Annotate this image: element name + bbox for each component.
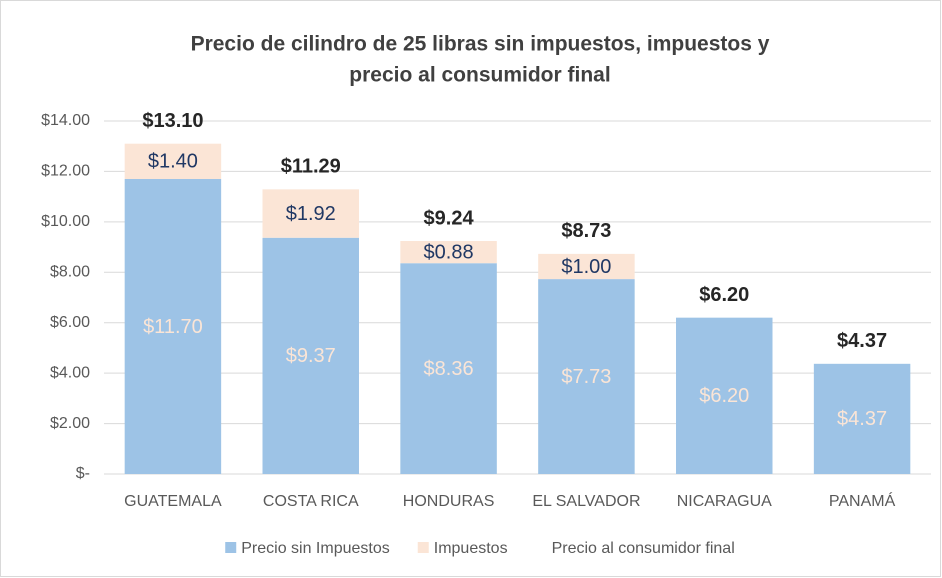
data-label: $11.70 — [143, 316, 203, 338]
chart-title: precio al consumidor final — [349, 64, 610, 87]
legend-label: Precio sin Impuestos — [241, 540, 390, 557]
bar-segment — [676, 317, 773, 474]
legend-label: Impuestos — [434, 540, 508, 557]
bar-segment — [813, 363, 911, 474]
bar-segment — [262, 237, 359, 474]
total-label: $13.10 — [142, 110, 203, 132]
bar-segment — [262, 189, 359, 238]
bar-segment — [124, 178, 222, 474]
total-label: $9.24 — [424, 207, 475, 229]
chart-title: Precio de cilindro de 25 libras sin impu… — [191, 33, 770, 56]
legend-swatch — [417, 542, 429, 553]
y-tick-label: $- — [76, 465, 90, 482]
bar-segment — [538, 279, 635, 474]
x-tick-label: GUATEMALA — [124, 493, 222, 510]
x-tick-label: NICARAGUA — [677, 493, 772, 510]
bar-segment — [538, 253, 635, 280]
bar-segment — [400, 241, 497, 264]
data-label: $0.88 — [424, 241, 474, 263]
x-tick-label: HONDURAS — [403, 493, 495, 510]
y-tick-label: $14.00 — [41, 112, 90, 129]
legend-label: Precio al consumidor final — [552, 540, 735, 557]
data-label: $4.37 — [837, 408, 887, 430]
total-label: $4.37 — [837, 330, 887, 352]
x-tick-label: PANAMÁ — [829, 491, 896, 510]
y-tick-label: $4.00 — [50, 364, 90, 381]
bar-segment — [124, 143, 222, 179]
legend-swatch — [225, 542, 237, 553]
total-label: $11.29 — [281, 156, 341, 178]
data-label: $6.20 — [699, 385, 749, 407]
data-label: $7.73 — [561, 366, 611, 388]
data-label: $1.40 — [148, 151, 198, 173]
y-tick-label: $12.00 — [41, 163, 90, 180]
data-label: $1.00 — [561, 256, 611, 278]
y-tick-label: $2.00 — [50, 415, 90, 432]
data-label: $1.92 — [286, 203, 336, 225]
y-tick-label: $10.00 — [41, 213, 90, 230]
x-tick-label: EL SALVADOR — [532, 493, 640, 510]
total-label: $8.73 — [561, 220, 611, 242]
data-label: $8.36 — [424, 358, 474, 380]
bar-segment — [400, 263, 497, 474]
y-tick-label: $8.00 — [50, 264, 90, 281]
total-label: $6.20 — [699, 284, 749, 306]
y-tick-label: $6.00 — [50, 314, 90, 331]
data-label: $9.37 — [286, 345, 336, 367]
x-tick-label: COSTA RICA — [263, 493, 359, 510]
